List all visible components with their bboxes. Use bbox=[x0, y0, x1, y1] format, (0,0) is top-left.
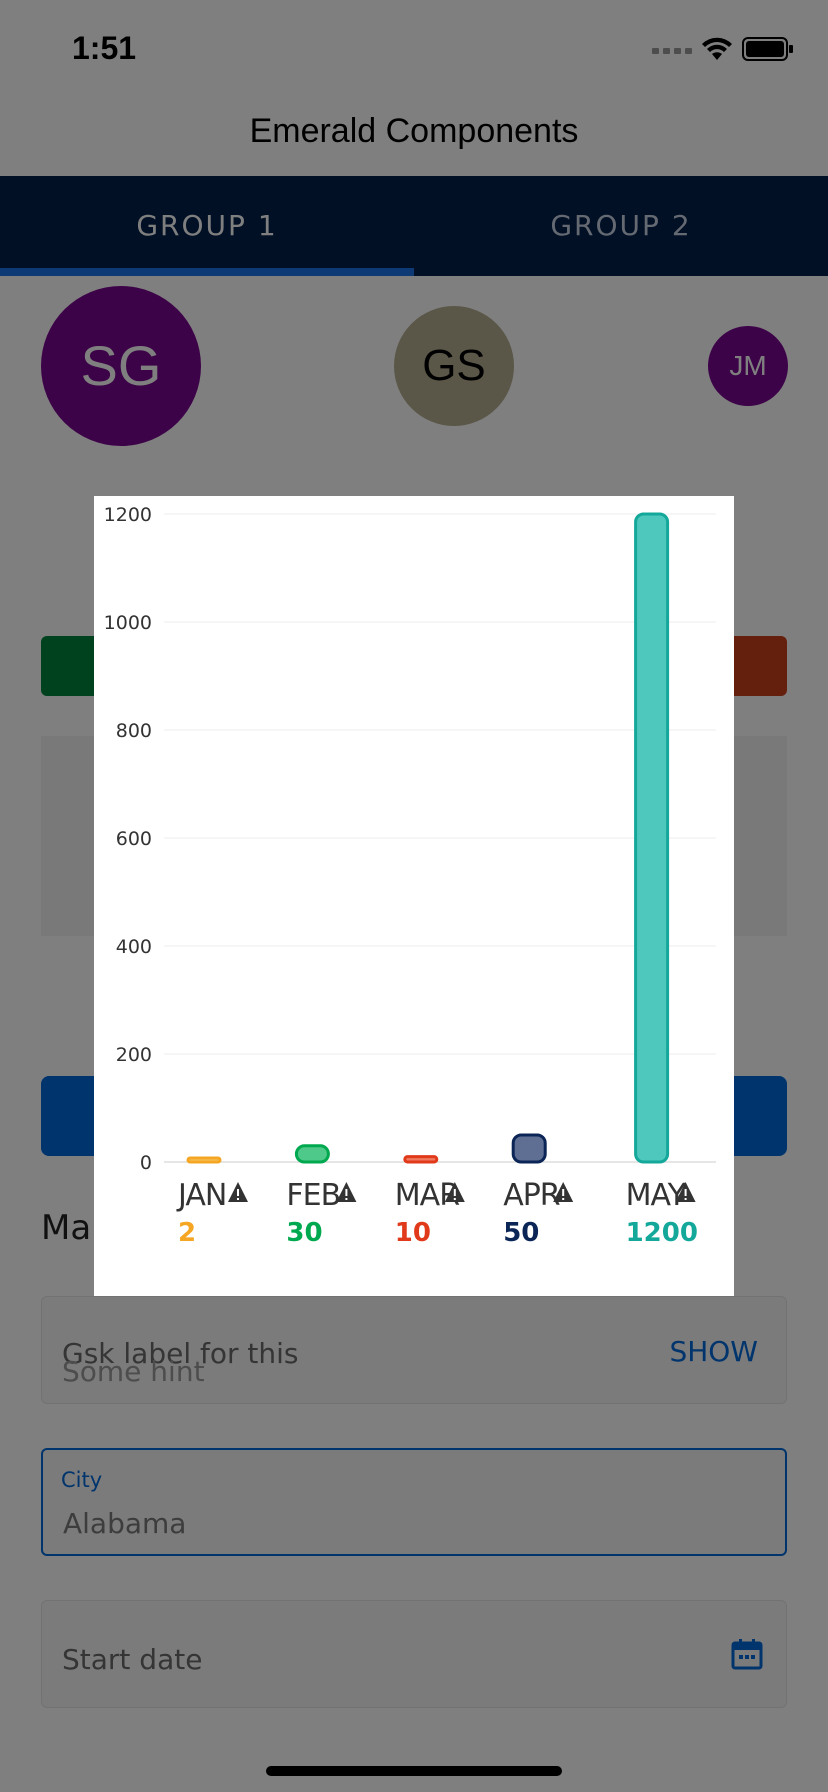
bar-chart: 020040060080010001200JAN2FEB30MAR10APR50… bbox=[104, 504, 716, 1248]
y-tick-label: 1000 bbox=[104, 612, 152, 634]
x-tick-label: JAN bbox=[176, 1178, 226, 1213]
y-tick-label: 600 bbox=[116, 828, 152, 850]
home-indicator[interactable] bbox=[266, 1766, 562, 1776]
y-tick-label: 200 bbox=[116, 1044, 152, 1066]
chart-modal: 0 200 400 600 800 1000 1200 JAN 2 FEB 30 MAR 10 APR 50… bbox=[94, 496, 734, 1296]
x-tick-label: MAY bbox=[626, 1178, 687, 1213]
data-label: 2 bbox=[178, 1218, 196, 1248]
warning-icon-dot bbox=[684, 1198, 687, 1200]
y-tick-label: 0 bbox=[140, 1152, 152, 1174]
chart-bar bbox=[634, 512, 670, 1164]
data-label: 50 bbox=[503, 1218, 539, 1248]
warning-icon-mark bbox=[237, 1189, 239, 1196]
data-label: 30 bbox=[286, 1218, 322, 1248]
warning-icon-dot bbox=[562, 1198, 565, 1200]
warning-icon-mark bbox=[345, 1189, 348, 1196]
y-tick-label: 1200 bbox=[104, 504, 152, 526]
x-tick-label: APR bbox=[503, 1178, 560, 1213]
warning-icon-dot bbox=[453, 1198, 456, 1200]
y-tick-label: 800 bbox=[116, 720, 152, 742]
warning-icon-mark bbox=[453, 1189, 456, 1196]
y-tick-label: 400 bbox=[116, 936, 152, 958]
chart-bar bbox=[403, 1155, 439, 1164]
warning-icon-mark bbox=[684, 1189, 687, 1196]
x-tick-label: FEB bbox=[286, 1178, 340, 1213]
warning-icon-dot bbox=[237, 1198, 239, 1200]
warning-icon-dot bbox=[345, 1198, 348, 1200]
chart-bar bbox=[511, 1133, 547, 1164]
warning-icon-mark bbox=[562, 1189, 565, 1196]
chart-bar bbox=[186, 1156, 222, 1164]
data-label: 1200 bbox=[626, 1218, 698, 1248]
data-label: 10 bbox=[395, 1218, 431, 1248]
chart-bar bbox=[294, 1144, 330, 1164]
